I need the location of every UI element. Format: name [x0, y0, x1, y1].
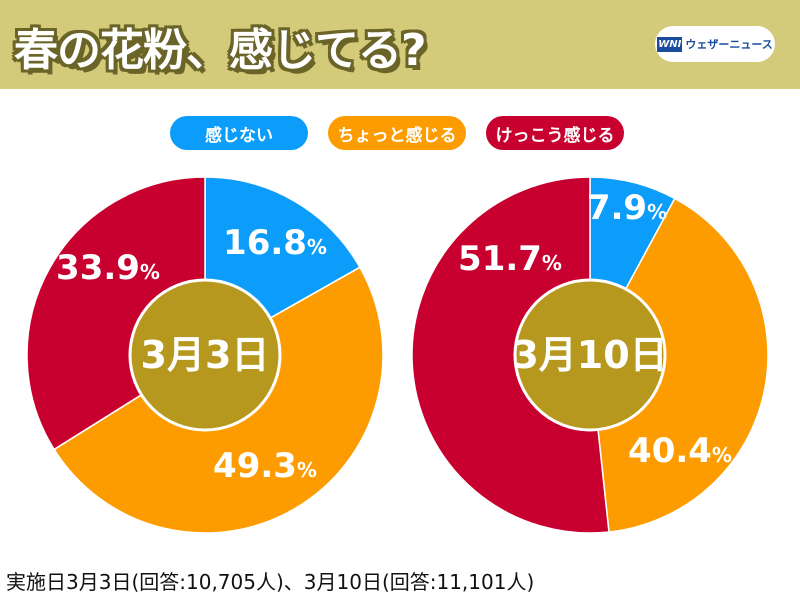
legend: 感じない ちょっと感じる けっこう感じる: [0, 116, 800, 152]
center-date-label: 3月10日: [512, 333, 667, 377]
header-banner: 春の花粉、感じてる? WNI ウェザーニュース: [0, 0, 800, 89]
slice-little: [589, 197, 769, 533]
logo-text: ウェザーニュース: [685, 38, 773, 51]
legend-item-none: 感じない: [170, 116, 308, 150]
center-circle: [513, 278, 667, 432]
center-circle: [128, 278, 282, 432]
slice-much: [411, 176, 610, 534]
logo-mark: WNI: [657, 36, 683, 52]
weathernews-logo: WNI ウェザーニュース: [655, 26, 775, 62]
center-date-label: 3月3日: [141, 333, 270, 377]
footer-note: 実施日3月3日(回答:10,705人)、3月10日(回答:11,101人): [6, 570, 535, 594]
legend-item-little: ちょっと感じる: [328, 116, 466, 150]
page-title: 春の花粉、感じてる?: [14, 25, 427, 76]
legend-item-much: けっこう感じる: [486, 116, 624, 150]
data-label-much: 33.9%: [56, 248, 160, 288]
